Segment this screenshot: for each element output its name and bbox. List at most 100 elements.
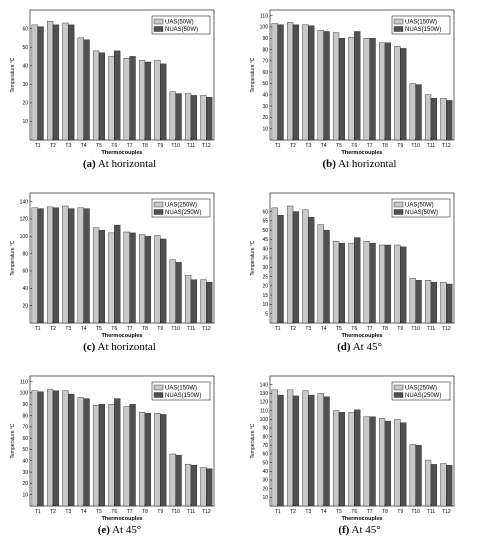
bar-chart-1: 10 20 30 40 50 60 Temperature °C T1 T2 T3 T4 T5 T6 T7…	[10, 9, 215, 155]
y-tick-label: 80	[22, 251, 28, 257]
bar-nuas-250w--t3	[308, 394, 315, 507]
legend-entry: NUAS(250W)	[405, 393, 441, 399]
chart-panel-3: 20 40 60 80 100 120 140 Temperature °C T1 T2 T3 T4 T…	[0, 183, 239, 366]
x-tick-label: T3	[65, 509, 71, 515]
y-axis-label: Temperature °C	[250, 57, 256, 92]
bar-nuas-150w--t12	[206, 468, 213, 507]
bar-uas-50w--t5	[92, 50, 100, 141]
y-tick-label: 80	[22, 413, 28, 419]
y-tick-label: 10	[262, 495, 268, 501]
bar-uas-50w--t3	[62, 22, 69, 141]
x-axis-label: Thermocouples	[342, 150, 383, 155]
y-tick-label: 40	[262, 469, 268, 475]
y-tick-label: 110	[260, 408, 268, 414]
x-axis-label: Thermocouples	[342, 333, 383, 338]
bar-uas-250w--t3	[62, 205, 69, 324]
x-tick-label: T2	[50, 143, 56, 149]
x-tick-label: T4	[81, 326, 87, 332]
bar-chart-6: 10 20 30 40 50 60 70 80 90 100 110 120 130 140 Tempera…	[250, 375, 455, 521]
bar-nuas-50w--t9	[160, 63, 167, 141]
bar-uas-150w--t11	[184, 463, 192, 507]
y-tick-label: 50	[22, 45, 28, 51]
y-tick-label: 30	[22, 470, 28, 476]
bar-nuas-50w--t5	[98, 52, 106, 141]
x-tick-label: T10	[171, 326, 180, 332]
y-axis-label: Temperature °C	[250, 423, 256, 458]
x-tick-label: T12	[202, 509, 211, 515]
bar-nuas-50w--t10	[175, 93, 182, 141]
bar-uas-250w--t1	[31, 207, 38, 324]
bar-nuas-50w--t11	[430, 281, 438, 324]
bar-uas-150w--t2	[286, 22, 294, 141]
bar-uas-50w--t6	[348, 242, 355, 324]
y-tick-label: 25	[262, 274, 268, 280]
y-tick-label: 55	[262, 219, 268, 225]
bar-nuas-150w--t7	[369, 38, 376, 141]
bar-uas-50w--t7	[363, 241, 370, 324]
y-tick-label: 20	[22, 481, 28, 487]
x-axis-label: Thermocouples	[102, 516, 143, 521]
y-tick-label: 70	[262, 443, 268, 449]
bar-uas-150w--t12	[440, 97, 447, 141]
bar-nuas-50w--t10	[415, 280, 422, 324]
bar-uas-150w--t10	[169, 453, 176, 507]
y-tick-label: 20	[262, 284, 268, 290]
x-tick-label: T8	[382, 143, 388, 149]
x-tick-label: T3	[65, 326, 71, 332]
bar-uas-50w--t10	[169, 91, 176, 141]
legend-entry: UAS(250W)	[405, 386, 437, 392]
legend-box	[151, 198, 211, 218]
chart-caption: (a) At horizontal	[0, 158, 239, 170]
bar-nuas-150w--t10	[175, 454, 182, 507]
x-tick-label: T12	[202, 326, 211, 332]
bar-uas-150w--t9	[394, 45, 401, 141]
bar-uas-150w--t3	[62, 390, 69, 507]
caption-letter: (f)	[338, 524, 350, 536]
legend-swatch	[393, 392, 404, 398]
bar-uas-250w--t4	[77, 207, 84, 324]
bar-uas-250w--t9	[154, 235, 161, 324]
bar-uas-50w--t8	[138, 59, 146, 141]
x-tick-label: T7	[367, 326, 373, 332]
bar-uas-50w--t11	[184, 93, 192, 141]
bar-nuas-150w--t8	[384, 42, 392, 141]
bar-uas-50w--t12	[200, 95, 207, 141]
y-tick-label: 40	[22, 286, 28, 292]
x-tick-label: T6	[111, 326, 117, 332]
legend-entry: UAS(150W)	[405, 20, 437, 26]
bar-uas-250w--t12	[200, 279, 207, 324]
bar-nuas-250w--t10	[415, 445, 422, 507]
bar-nuas-250w--t5	[338, 412, 346, 507]
y-tick-label: 40	[22, 63, 28, 69]
legend-box	[151, 381, 211, 401]
x-tick-label: T6	[111, 509, 117, 515]
bar-nuas-50w--t3	[68, 24, 75, 141]
caption-text: At horizontal	[97, 341, 156, 353]
bar-nuas-150w--t1	[277, 24, 284, 141]
chart-panel-2: 10 20 30 40 50 60 70 80 90 100 110 Temperature °C T1…	[240, 0, 479, 183]
bar-nuas-50w--t3	[308, 216, 315, 324]
bar-uas-50w--t12	[440, 281, 447, 324]
bar-nuas-150w--t6	[114, 398, 121, 507]
y-axis-label: Temperature °C	[250, 240, 256, 275]
x-tick-label: T4	[321, 143, 327, 149]
y-tick-label: 15	[262, 293, 268, 299]
y-tick-label: 60	[262, 452, 268, 458]
y-tick-label: 10	[262, 126, 268, 132]
x-tick-label: T6	[111, 143, 117, 149]
y-tick-label: 20	[22, 303, 28, 309]
caption-letter: (d)	[337, 341, 351, 353]
x-tick-label: T10	[411, 509, 420, 515]
bar-nuas-150w--t1	[37, 391, 44, 507]
x-tick-label: T5	[96, 143, 102, 149]
bar-nuas-250w--t12	[446, 465, 453, 507]
x-axis-label: Thermocouples	[102, 333, 143, 338]
bar-nuas-250w--t2	[292, 395, 300, 507]
bar-nuas-250w--t1	[37, 208, 44, 324]
bar-nuas-50w--t1	[37, 26, 44, 141]
legend: UAS(50W)NUAS(50W)	[151, 15, 211, 35]
bar-nuas-150w--t9	[400, 48, 407, 141]
bar-nuas-150w--t6	[354, 31, 361, 141]
legend-entry: NUAS(250W)	[165, 210, 201, 216]
y-tick-label: 60	[22, 436, 28, 442]
